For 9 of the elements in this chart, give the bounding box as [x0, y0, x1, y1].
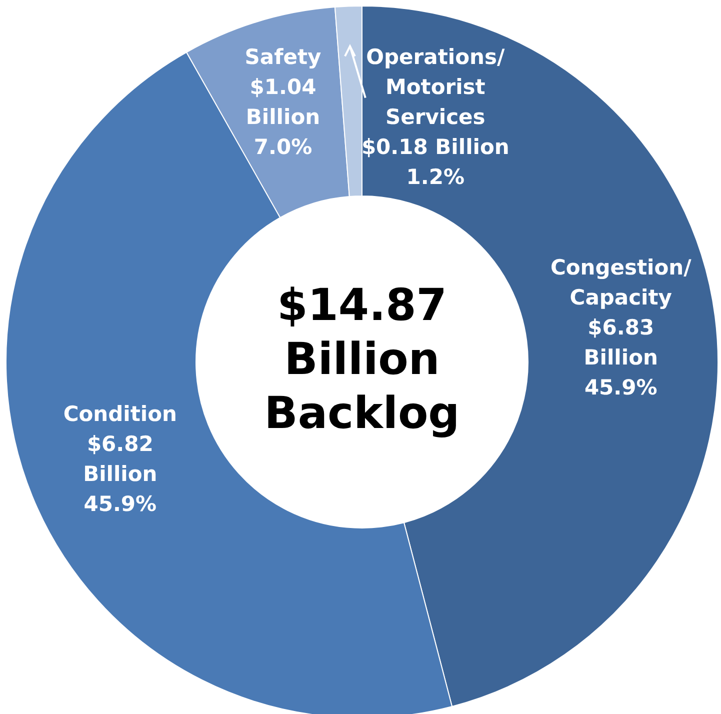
data-label: $1.04 Billion 7.0% — [246, 74, 320, 159]
slice-label: Condition — [63, 402, 177, 426]
data-label: $6.83 Billion 45.9% — [584, 315, 658, 400]
data-label: $0.18 Billion 1.2% — [361, 134, 510, 189]
text: $14.87 Billion Backlog — [264, 280, 460, 440]
slice-label: Congestion/ Capacity — [550, 255, 692, 310]
data-label: $6.82 Billion 45.9% — [83, 432, 158, 516]
slice-label: Operations/ Motorist Services — [366, 44, 505, 129]
slice-label: Safety — [244, 44, 322, 69]
